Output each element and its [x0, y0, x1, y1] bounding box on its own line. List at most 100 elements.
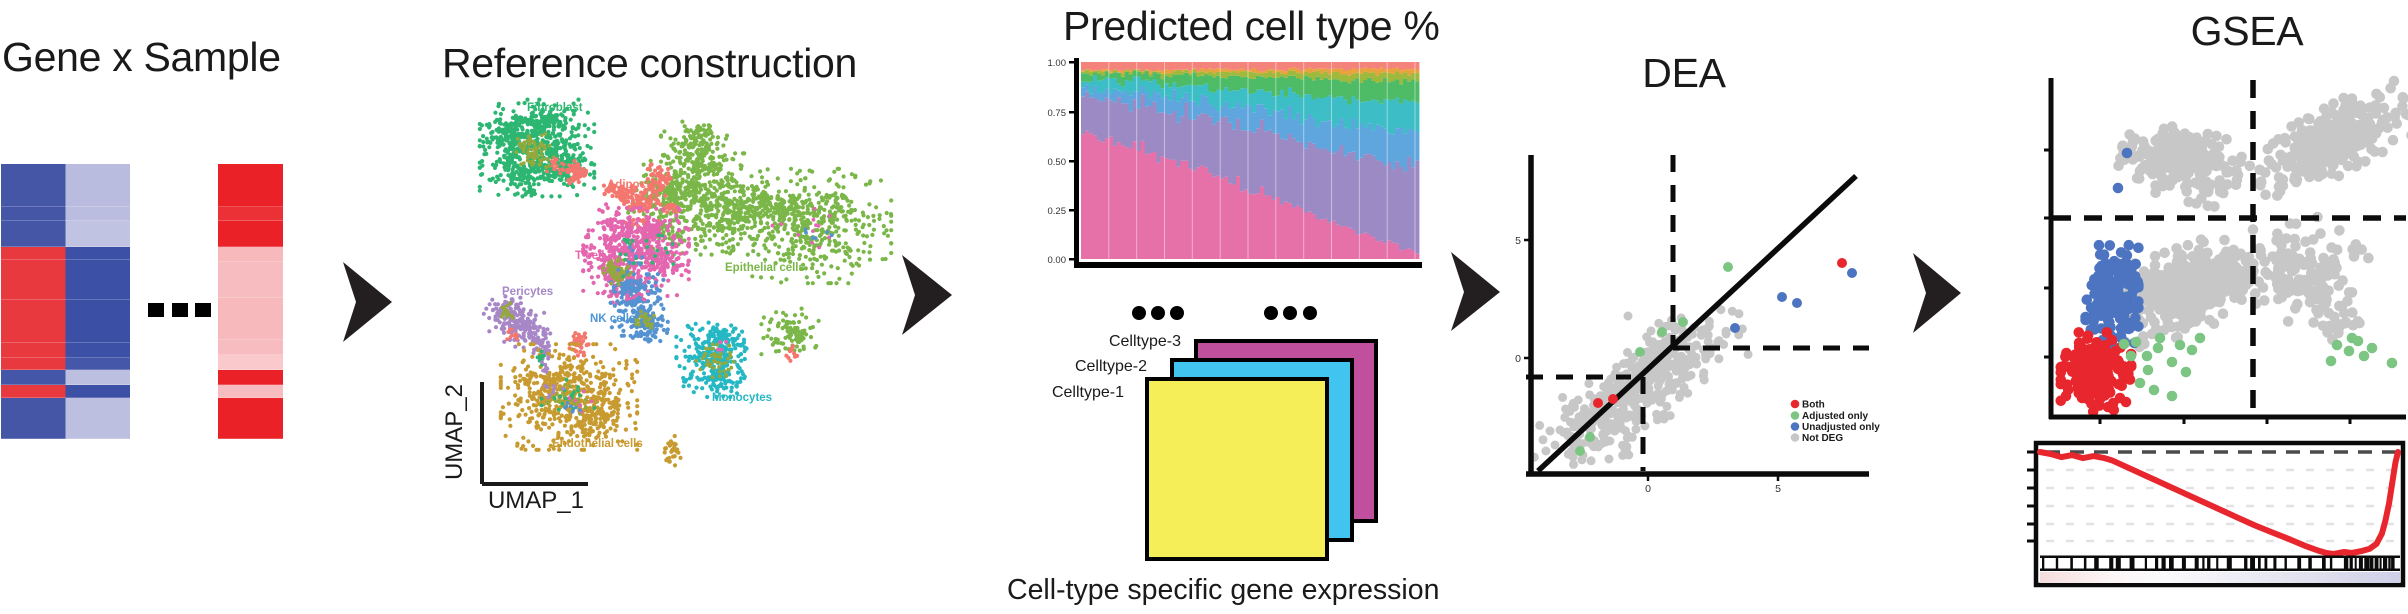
bar-y-axis	[1074, 58, 1079, 266]
predicted-title: Predicted cell type %	[1063, 3, 1440, 49]
gsea-cluster-bottom-right-gray	[2243, 211, 2374, 328]
dot	[1170, 306, 1184, 320]
square-celltype-1	[1145, 377, 1329, 561]
legend-swatch-unadjusted-only	[1790, 422, 1800, 431]
bar-tick-1	[1069, 61, 1074, 64]
dot	[1283, 306, 1297, 320]
legend-label-both: Both	[1802, 400, 1825, 411]
flow-arrows	[343, 252, 1961, 342]
celltype-square-labels: Celltype-3 Celltype-2 Celltype-1	[1052, 333, 1181, 401]
umap-plot	[477, 97, 894, 468]
legend-label-adjusted-only: Adjusted only	[1802, 411, 1869, 422]
legend-swatch-not-deg	[1790, 433, 1800, 442]
gsea-axes	[2048, 78, 2406, 420]
dea-panel: DEA 5 0 0 5	[1515, 50, 1880, 495]
gsea-cluster-bottom-middle-gray	[2099, 224, 2284, 353]
legend-swatch-adjusted-only	[1790, 411, 1800, 420]
gsea-cluster-top-left-gray	[2113, 121, 2247, 212]
bar-tick-2	[1069, 111, 1074, 114]
label-celltype-1: Celltype-1	[1052, 384, 1124, 401]
umap-label-endothelial-cells: Endothelial cells	[552, 438, 643, 450]
y-tick-000: 0.00	[1048, 255, 1067, 266]
umap-speckles	[505, 156, 570, 342]
umap-speckles	[524, 181, 676, 412]
y-tick-025: 0.25	[1048, 206, 1067, 217]
gsea-quadrant-lines	[2053, 80, 2406, 415]
dea-ylabel-5: 5	[1515, 235, 1521, 247]
dot	[1132, 306, 1146, 320]
y-tick-075: 0.75	[1048, 108, 1067, 119]
enrichment-curve	[2037, 449, 2401, 557]
umap-label-nk-cells: NK cells	[590, 313, 635, 325]
celltype-expression-caption: Cell-type specific gene expression	[1007, 574, 1439, 606]
umap-y-axis-label: UMAP_2	[441, 384, 468, 480]
heatmap-right-column	[218, 164, 283, 440]
dea-tick-marks	[1524, 238, 1780, 481]
reference-panel: Reference construction UMAP_2 UMAP_1 Fib…	[441, 40, 894, 514]
umap-cluster-monocytes	[674, 320, 749, 400]
bar-tick-3	[1069, 160, 1074, 163]
dea-identity-line	[1536, 173, 1858, 474]
dot	[1151, 306, 1165, 320]
umap-label-t-cell: T cell	[575, 250, 604, 262]
umap-label-fibroblast: Fibroblast	[527, 102, 583, 114]
umap-speckles	[540, 360, 565, 400]
legend-label-unadjusted-only: Unadjusted only	[1802, 422, 1880, 433]
gsea-title: GSEA	[2191, 8, 2305, 54]
gsea-panel: GSEA	[2027, 8, 2408, 588]
flow-arrow-2	[902, 255, 952, 335]
umap-axis	[480, 382, 588, 486]
dea-threshold-lines	[1526, 155, 1869, 471]
umap-label-monocytes: Monocytes	[712, 392, 772, 404]
bar-x-axis	[1074, 262, 1422, 268]
celltype-squares	[1145, 339, 1378, 561]
umap-cluster-epithelial-cells	[626, 119, 894, 357]
dea-xlabel-0: 0	[1645, 483, 1651, 495]
gsea-axis-ticks	[2044, 148, 2352, 424]
gsea-cluster-bottom-right-tail	[2317, 295, 2365, 346]
gene-sample-panel: Gene x Sample	[1, 34, 283, 440]
flow-arrow-4	[1913, 253, 1961, 333]
rank-gradient-strip	[2040, 572, 2400, 583]
gene-hit-barcode	[2040, 555, 2400, 571]
dea-ylabel-0: 0	[1515, 353, 1521, 365]
umap-cluster-endothelial-cells	[498, 342, 683, 468]
dea-colored-points	[1575, 258, 1857, 456]
umap-cluster-labels: Fibroblast Epithelial cells Adipocyte T …	[502, 102, 805, 450]
bar-tick-5	[1069, 258, 1074, 261]
predicted-panel: Predicted cell type % 1.00 0.75 0.50 0.2…	[1007, 3, 1440, 606]
y-tick-100: 1.00	[1048, 58, 1067, 69]
gsea-cluster-top-right-gray	[2244, 75, 2408, 201]
y-tick-050: 0.50	[1048, 157, 1067, 168]
heatmap-left-block	[1, 164, 130, 440]
enrichment-y-ticks	[2027, 450, 2036, 543]
flow-arrow-1	[343, 262, 392, 342]
gene-sample-title: Gene x Sample	[2, 34, 281, 80]
dea-xlabel-5: 5	[1775, 483, 1781, 495]
celltype-ellipsis-dots	[1132, 306, 1317, 320]
dea-title: DEA	[1642, 50, 1726, 96]
umap-x-axis-label: UMAP_1	[488, 487, 584, 514]
gsea-scatter	[2055, 75, 2408, 417]
gsea-cluster-blue-cluster	[2080, 239, 2144, 357]
ellipsis-dots	[148, 303, 211, 317]
label-celltype-3: Celltype-3	[1109, 333, 1181, 350]
reference-title: Reference construction	[442, 40, 857, 86]
umap-speckles	[500, 132, 736, 416]
legend-label-not-deg: Not DEG	[1802, 433, 1843, 444]
bar-y-tick-labels: 1.00 0.75 0.50 0.25 0.00	[1048, 58, 1067, 266]
umap-label-pericytes: Pericytes	[502, 286, 553, 298]
stacked-bar-chart	[1081, 62, 1420, 259]
umap-label-epithelial-cells: Epithelial cells	[725, 262, 805, 274]
dot	[1264, 306, 1278, 320]
dea-tick-labels: 5 0 0 5	[1515, 235, 1781, 495]
legend-swatch-both	[1790, 399, 1800, 409]
flow-arrow-3	[1451, 252, 1500, 331]
dea-legend: Both Adjusted only Unadjusted only Not D…	[1790, 399, 1880, 444]
umap-label-adipocyte: Adipocyte	[607, 179, 663, 191]
dea-axes	[1526, 155, 1869, 477]
gsea-enrichment-plot	[2027, 440, 2406, 588]
label-celltype-2: Celltype-2	[1075, 358, 1147, 375]
